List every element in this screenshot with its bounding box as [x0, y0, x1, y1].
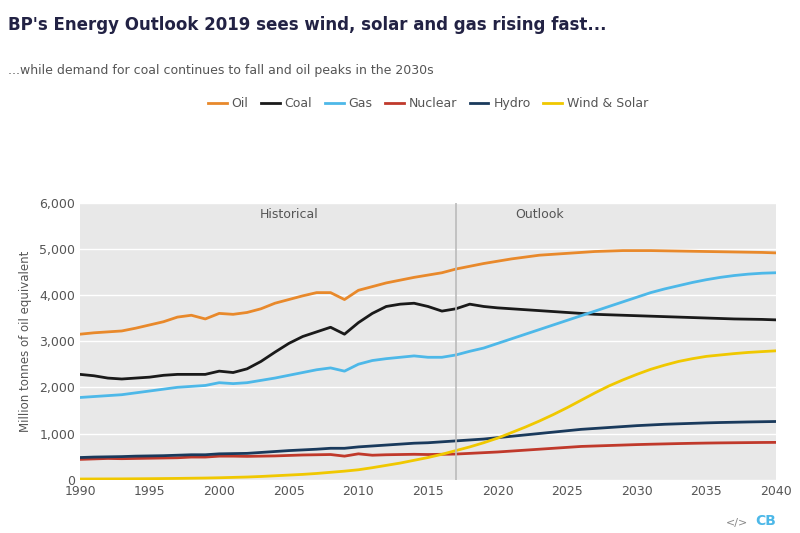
Line: Oil: Oil — [80, 251, 776, 334]
Line: Coal: Coal — [80, 303, 776, 379]
Line: Gas: Gas — [80, 273, 776, 398]
Coal — [242, 366, 252, 372]
Gas — [298, 369, 307, 376]
Coal — [75, 371, 85, 377]
Oil — [758, 249, 767, 256]
Coal — [562, 309, 572, 316]
Wind & Solar — [284, 472, 294, 478]
Gas — [284, 372, 294, 378]
Nuclear — [771, 439, 781, 446]
Oil — [228, 311, 238, 318]
Oil — [534, 252, 544, 259]
Nuclear — [758, 439, 767, 446]
Wind & Solar — [228, 474, 238, 481]
Hydro — [576, 426, 586, 433]
Text: </>: </> — [726, 518, 748, 528]
Nuclear — [534, 446, 544, 453]
Line: Hydro: Hydro — [80, 422, 776, 457]
Oil — [618, 247, 628, 254]
Coal — [771, 317, 781, 323]
Coal — [298, 333, 307, 340]
Gas — [228, 381, 238, 387]
Coal — [758, 316, 767, 322]
Gas — [758, 270, 767, 277]
Gas — [576, 312, 586, 319]
Wind & Solar — [298, 471, 307, 478]
Oil — [771, 249, 781, 256]
Nuclear — [228, 453, 238, 459]
Coal — [604, 312, 614, 318]
Wind & Solar — [534, 418, 544, 424]
Coal — [117, 376, 126, 382]
Wind & Solar — [576, 397, 586, 403]
Text: BP's Energy Outlook 2019 sees wind, solar and gas rising fast...: BP's Energy Outlook 2019 sees wind, sola… — [8, 16, 606, 34]
Wind & Solar — [75, 476, 85, 482]
Nuclear — [284, 452, 294, 458]
Nuclear — [75, 456, 85, 463]
Gas — [534, 326, 544, 333]
Line: Wind & Solar: Wind & Solar — [80, 351, 776, 479]
Gas — [771, 270, 781, 276]
Wind & Solar — [758, 349, 767, 355]
Hydro — [534, 430, 544, 437]
Oil — [298, 293, 307, 299]
Oil — [576, 249, 586, 256]
Legend: Oil, Coal, Gas, Nuclear, Hydro, Wind & Solar: Oil, Coal, Gas, Nuclear, Hydro, Wind & S… — [203, 92, 653, 115]
Hydro — [298, 447, 307, 453]
Text: ...while demand for coal continues to fall and oil peaks in the 2030s: ...while demand for coal continues to fa… — [8, 64, 434, 77]
Oil — [284, 296, 294, 303]
Hydro — [758, 418, 767, 425]
Nuclear — [298, 452, 307, 458]
Nuclear — [576, 443, 586, 450]
Hydro — [228, 450, 238, 457]
Coal — [410, 300, 419, 306]
Y-axis label: Million tonnes of oil equivalent: Million tonnes of oil equivalent — [19, 251, 32, 432]
Hydro — [771, 418, 781, 425]
Hydro — [75, 454, 85, 461]
Wind & Solar — [771, 348, 781, 354]
Text: CB: CB — [755, 514, 776, 528]
Hydro — [284, 447, 294, 454]
Text: Historical: Historical — [259, 207, 318, 221]
Gas — [75, 394, 85, 401]
Coal — [312, 329, 322, 335]
Oil — [75, 331, 85, 337]
Line: Nuclear: Nuclear — [80, 442, 776, 459]
Text: Outlook: Outlook — [515, 207, 564, 221]
